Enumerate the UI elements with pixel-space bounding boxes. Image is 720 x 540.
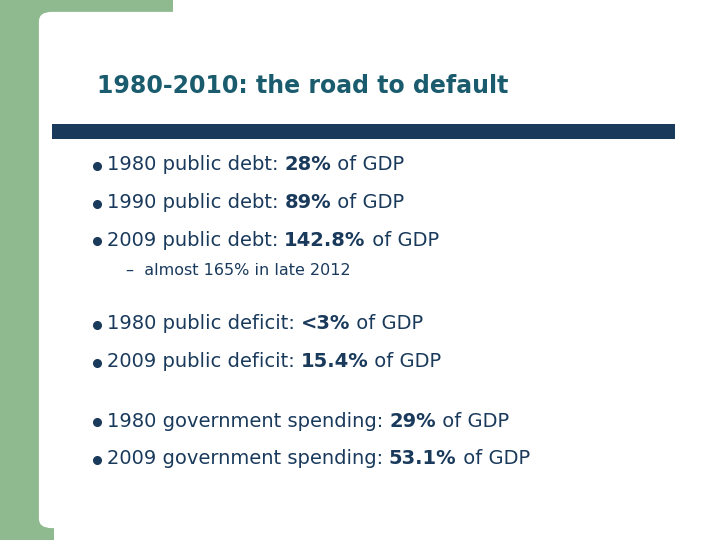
Text: 15.4%: 15.4% [300, 352, 369, 371]
Text: 89%: 89% [284, 193, 331, 212]
Text: 1980-2010: the road to default: 1980-2010: the road to default [97, 75, 508, 98]
Text: 2009 public deficit:: 2009 public deficit: [107, 352, 300, 371]
Text: 1980 public debt:: 1980 public debt: [107, 155, 284, 174]
Text: 28%: 28% [284, 155, 331, 174]
Text: of GDP: of GDP [331, 155, 404, 174]
Text: <3%: <3% [301, 314, 350, 333]
Text: 53.1%: 53.1% [389, 449, 456, 468]
Text: 2009 government spending:: 2009 government spending: [107, 449, 389, 468]
Text: –  almost 165% in late 2012: – almost 165% in late 2012 [126, 264, 351, 279]
Bar [0, 0, 173, 146]
Text: 1990 public debt:: 1990 public debt: [107, 193, 284, 212]
Bar [0, 0, 54, 540]
Text: 29%: 29% [389, 411, 436, 430]
Text: of GDP: of GDP [436, 411, 509, 430]
Text: of GDP: of GDP [456, 449, 530, 468]
Text: of GDP: of GDP [369, 352, 441, 371]
Text: 1980 government spending:: 1980 government spending: [107, 411, 389, 430]
Text: of GDP: of GDP [350, 314, 423, 333]
FancyBboxPatch shape [39, 12, 720, 528]
Text: 2009 public debt:: 2009 public debt: [107, 231, 284, 249]
Text: 1980 public deficit:: 1980 public deficit: [107, 314, 301, 333]
Bar [52, 124, 675, 139]
Text: of GDP: of GDP [331, 193, 404, 212]
Text: 142.8%: 142.8% [284, 231, 366, 249]
Text: of GDP: of GDP [366, 231, 438, 249]
